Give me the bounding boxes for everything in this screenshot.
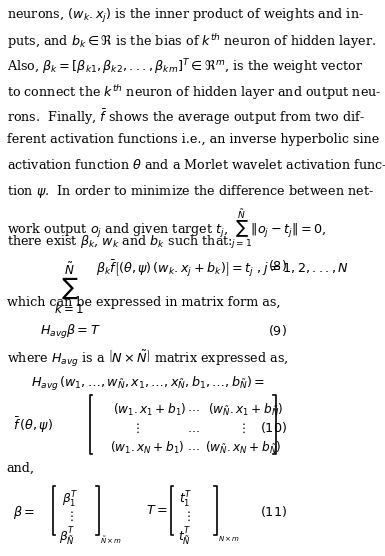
Text: $(11)$: $(11)$ xyxy=(260,504,287,519)
Text: $_{N \times m}$: $_{N \times m}$ xyxy=(218,535,240,544)
Text: $\beta_{\tilde{N}}^T$: $\beta_{\tilde{N}}^T$ xyxy=(59,525,76,547)
Text: where $H_{avg}$ is a $\left[N \times \tilde{N}\right]$ matrix expressed as,: where $H_{avg}$ is a $\left[N \times \ti… xyxy=(7,349,288,369)
Text: $\vdots$: $\vdots$ xyxy=(182,509,191,523)
Text: puts, and $b_k \in \Re$ is the bias of $k^{th}$ neuron of hidden layer.: puts, and $b_k \in \Re$ is the bias of $… xyxy=(7,32,376,51)
Text: $\beta_k \bar{f}\left[(\theta, \psi)\,(w_k.x_j + b_k)\right] = t_j \ , j = 1, 2,: $\beta_k \bar{f}\left[(\theta, \psi)\,(w… xyxy=(96,258,349,279)
Text: $\sum_{k=1}^{\tilde{N}}$: $\sum_{k=1}^{\tilde{N}}$ xyxy=(54,260,84,316)
Text: rons.  Finally, $\bar{f}$ shows the average output from two dif-: rons. Finally, $\bar{f}$ shows the avera… xyxy=(7,108,365,127)
Text: activation function $\theta$ and a Morlet wavelet activation func-: activation function $\theta$ and a Morle… xyxy=(7,158,385,172)
Text: there exist $\beta_k$, $w_k$ and $b_k$ such that:: there exist $\beta_k$, $w_k$ and $b_k$ s… xyxy=(7,233,233,250)
Text: $(9)$: $(9)$ xyxy=(268,322,287,337)
Text: $\ldots$: $\ldots$ xyxy=(187,440,200,453)
Text: neurons, $(w_k.x_j)$ is the inner product of weights and in-: neurons, $(w_k.x_j)$ is the inner produc… xyxy=(7,7,364,26)
Text: $(10)$: $(10)$ xyxy=(260,420,287,435)
Text: $\beta_1^T$: $\beta_1^T$ xyxy=(62,490,78,510)
Text: $(8)$: $(8)$ xyxy=(268,258,287,273)
Text: $t_1^T$: $t_1^T$ xyxy=(179,490,192,510)
Text: $\vdots$: $\vdots$ xyxy=(237,421,246,435)
Text: $t_{\tilde{N}}^T$: $t_{\tilde{N}}^T$ xyxy=(178,525,192,547)
Text: $\beta =$: $\beta =$ xyxy=(13,504,35,522)
Text: $_{\tilde{N} \times m}$: $_{\tilde{N} \times m}$ xyxy=(100,535,122,547)
Text: $\ldots$: $\ldots$ xyxy=(187,401,200,414)
Text: $\bar{f}\,(\theta, \psi)$: $\bar{f}\,(\theta, \psi)$ xyxy=(13,415,53,435)
Text: $(w_1.x_N + b_1)$: $(w_1.x_N + b_1)$ xyxy=(110,440,185,456)
Text: $H_{avg}\beta = T$: $H_{avg}\beta = T$ xyxy=(40,322,100,341)
Text: $\ldots$: $\ldots$ xyxy=(187,421,200,435)
Text: $T =$: $T =$ xyxy=(146,504,167,518)
Text: $(w_1.x_1 + b_1)$: $(w_1.x_1 + b_1)$ xyxy=(114,401,187,418)
Text: tion $\psi$.  In order to minimize the difference between net-: tion $\psi$. In order to minimize the di… xyxy=(7,183,373,200)
Text: $\vdots$: $\vdots$ xyxy=(65,509,74,523)
Text: $(w_{\tilde{N}}.x_1 + b_{\tilde{N}})$: $(w_{\tilde{N}}.x_1 + b_{\tilde{N}})$ xyxy=(208,401,283,418)
Text: which can be expressed in matrix form as,: which can be expressed in matrix form as… xyxy=(7,296,280,309)
Text: and,: and, xyxy=(7,462,35,475)
Text: $H_{avg}\,(w_1, \ldots, w_{\tilde{N}}, x_1, \ldots, x_{\tilde{N}}, b_1, \ldots, : $H_{avg}\,(w_1, \ldots, w_{\tilde{N}}, x… xyxy=(31,375,265,393)
Text: $(w_{\tilde{N}}.x_N + b_{\tilde{N}})$: $(w_{\tilde{N}}.x_N + b_{\tilde{N}})$ xyxy=(205,440,281,456)
Text: $\vdots$: $\vdots$ xyxy=(131,421,140,435)
Text: Also, $\beta_k = [\beta_{k1}, \beta_{k2}, ..., \beta_{km}]^T \in \Re^m$, is the : Also, $\beta_k = [\beta_{k1}, \beta_{k2}… xyxy=(7,58,363,77)
Text: to connect the $k^{th}$ neuron of hidden layer and output neu-: to connect the $k^{th}$ neuron of hidden… xyxy=(7,83,381,102)
Text: work output $o_j$ and given target $t_j$, $\sum_{j=1}^{\tilde{N}} \|o_j - t_j\| : work output $o_j$ and given target $t_j$… xyxy=(7,208,326,252)
Text: ferent activation functions i.e., an inverse hyperbolic sine: ferent activation functions i.e., an inv… xyxy=(7,133,379,146)
